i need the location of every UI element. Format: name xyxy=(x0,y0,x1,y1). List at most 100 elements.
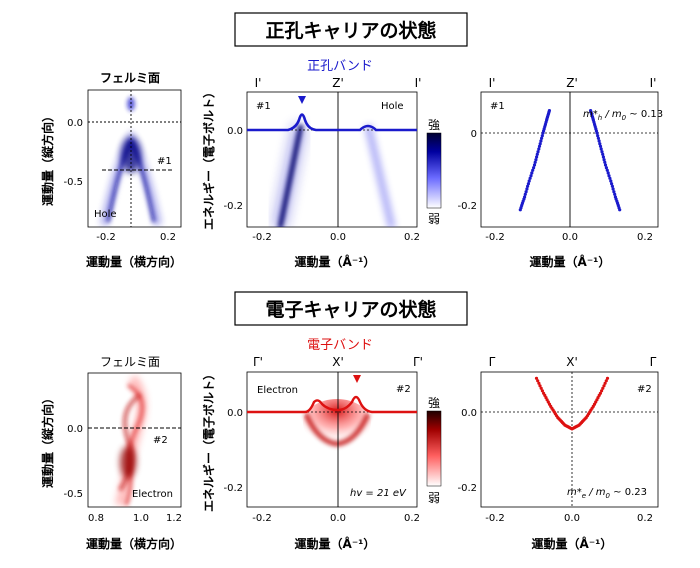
electron-colorbar-low-label: 弱 xyxy=(428,491,440,505)
electron-dispersion-point xyxy=(538,384,542,388)
hole-dispersion-point xyxy=(530,171,534,175)
hole-dispersion-point xyxy=(537,147,541,151)
electron-arpes-top-label-0: Γ' xyxy=(253,355,263,369)
hole-dispersion-point xyxy=(612,190,616,194)
hole-arpes-xtick-0: -0.2 xyxy=(252,232,272,243)
hole-disp-xtick-2: 0.2 xyxy=(637,232,653,243)
electron-disp-xtick-0: -0.2 xyxy=(485,513,505,524)
electron-arpes-ylabel: エネルギー（電子ボルト） xyxy=(201,368,216,512)
hole-disp-points xyxy=(518,109,622,212)
electron-section-title: 電子キャリアの状態 xyxy=(265,298,436,321)
hole-disp-xlabel: 運動量（Å⁻¹） xyxy=(530,254,611,269)
hole-arpes-xtick-1: 0.0 xyxy=(330,232,346,243)
hole-fermi-title: フェルミ面 xyxy=(100,71,160,85)
hole-dispersion-point xyxy=(523,192,527,196)
hole-dispersion-point xyxy=(596,134,600,138)
hole-dispersion-point xyxy=(598,142,602,146)
electron-arpes-top-label-2: Γ' xyxy=(413,355,423,369)
hole-disp-mass-label: m*h / m0 ~ 0.13 xyxy=(583,109,663,122)
hole-dispersion-point xyxy=(601,155,606,159)
electron-disp-top-label-1: X' xyxy=(566,355,578,369)
hole-dispersion-point xyxy=(527,179,531,183)
hole-disp-xtick-0: -0.2 xyxy=(485,232,505,243)
electron-fermi-ylabel: 運動量（縦方向） xyxy=(40,392,55,488)
hole-dispersion-point xyxy=(531,168,535,172)
electron-colorbar-high-label: 強 xyxy=(428,396,440,410)
hole-arpes-ytick-1: -0.2 xyxy=(223,201,243,212)
hole-arpes-top-label-2: I' xyxy=(415,76,422,90)
electron-fermi-ytick-1: -0.5 xyxy=(63,489,83,500)
hole-dispersion-point xyxy=(523,195,527,199)
electron-dispersion-point xyxy=(536,379,540,383)
hole-arpes-carrier-label: Hole xyxy=(381,101,404,112)
hole-dispersion-point xyxy=(540,134,544,138)
electron-arpes-ytick-0: 0.0 xyxy=(227,408,243,419)
hole-fermi-carrier-label: Hole xyxy=(94,209,117,220)
hole-disp-top-label-2: I' xyxy=(650,76,657,90)
hole-fermi-cut-label: #1 xyxy=(157,156,172,167)
electron-disp-cut-label: #2 xyxy=(637,384,652,395)
electron-fermi-panel: フェルミ面 #2 Electron 0.0 -0.5 0.8 1.0 1.2 運… xyxy=(40,355,182,551)
hole-dispersion-point xyxy=(524,190,528,194)
electron-dispersion-panel: Γ X' Γ #2 m*e / m0 ~ 0.23 0.0 -0.2 -0.2 … xyxy=(457,355,659,551)
hole-arpes-ylabel: エネルギー（電子ボルト） xyxy=(201,86,216,230)
hole-dispersion-point xyxy=(537,144,542,148)
hole-disp-xtick-1: 0.0 xyxy=(562,232,578,243)
hole-colorbar-low-label: 弱 xyxy=(428,212,440,226)
hole-dispersion-point xyxy=(606,171,610,175)
hole-disp-top-label-1: Z' xyxy=(566,76,578,90)
electron-fermi-xlabel: 運動量（横方向） xyxy=(86,536,182,551)
hole-arpes-band-left xyxy=(277,124,304,227)
hole-dispersion-point xyxy=(613,195,618,199)
electron-arpes-photon-label: hv = 21 eV xyxy=(350,488,407,499)
hole-arpes-xlabel: 運動量（Å⁻¹） xyxy=(295,254,376,269)
hole-arpes-band-right xyxy=(364,124,396,227)
electron-fermi-xtick-0: 0.8 xyxy=(88,513,104,524)
hole-arpes-edc-curve xyxy=(247,113,417,132)
hole-dispersion-point xyxy=(609,179,613,183)
electron-title-box xyxy=(234,291,468,326)
hole-dispersion-point xyxy=(597,139,601,143)
hole-dispersion-point xyxy=(602,158,606,162)
electron-arpes-xlabel: 運動量（Å⁻¹） xyxy=(295,536,376,551)
hole-dispersion-point xyxy=(610,184,615,188)
hole-arpes-panel: I' Z' I' #1 Hole 0.0 -0.2 -0.2 0.0 0.2 運… xyxy=(201,76,442,269)
hole-dispersion-point xyxy=(601,152,605,156)
hole-arpes-peak-marker xyxy=(298,96,306,104)
hole-dispersion-point xyxy=(528,176,532,180)
hole-arpes-xtick-2: 0.2 xyxy=(404,232,420,243)
electron-fermi-title: フェルミ面 xyxy=(100,355,160,369)
electron-arpes-top-label-1: X' xyxy=(332,355,344,369)
hole-dispersion-point xyxy=(536,150,540,154)
hole-arpes-frame xyxy=(246,91,418,228)
hole-arpes-cut-label: #1 xyxy=(256,101,271,112)
electron-fermi-carrier-label: Electron xyxy=(132,489,173,500)
hole-colorbar xyxy=(426,132,442,209)
electron-dispersion-point xyxy=(604,379,608,383)
electron-dispersion-point xyxy=(537,381,541,385)
hole-fermi-panel: フェルミ面 #1 Hole 0.0 -0.5 -0.2 0.2 運動量（横方向）… xyxy=(40,71,182,269)
hole-dispersion-point xyxy=(604,166,609,170)
hole-dispersion-panel: I' Z' I' #1 m*h / m0 ~ 0.13 0 -0.2 -0.2 … xyxy=(457,76,663,269)
electron-arpes-cut-label: #2 xyxy=(396,384,411,395)
hole-dispersion-point xyxy=(610,182,614,186)
hole-dispersion-point xyxy=(599,147,603,151)
hole-dispersion-point xyxy=(533,160,537,164)
hole-dispersion-point xyxy=(596,136,601,140)
hole-dispersion-point xyxy=(598,144,603,148)
hole-dispersion-point xyxy=(534,158,538,162)
electron-disp-ytick-1: -0.2 xyxy=(457,483,477,494)
hole-dispersion-point xyxy=(613,192,617,196)
hole-dispersion-point xyxy=(526,184,530,188)
hole-colorbar-high-label: 強 xyxy=(428,118,440,132)
electron-fermi-xtick-2: 1.2 xyxy=(166,513,182,524)
hole-band-label: 正孔バンド xyxy=(307,59,373,74)
electron-section: 電子キャリアの状態 電子バンド フェルミ面 #2 Electron 0.0 -0… xyxy=(40,291,659,551)
electron-colorbar xyxy=(426,410,442,487)
hole-fermi-ytick-1: -0.5 xyxy=(63,177,83,188)
hole-dispersion-point xyxy=(526,182,531,186)
hole-dispersion-point xyxy=(535,152,539,156)
hole-dispersion-point xyxy=(540,136,544,140)
electron-disp-points xyxy=(534,376,610,431)
